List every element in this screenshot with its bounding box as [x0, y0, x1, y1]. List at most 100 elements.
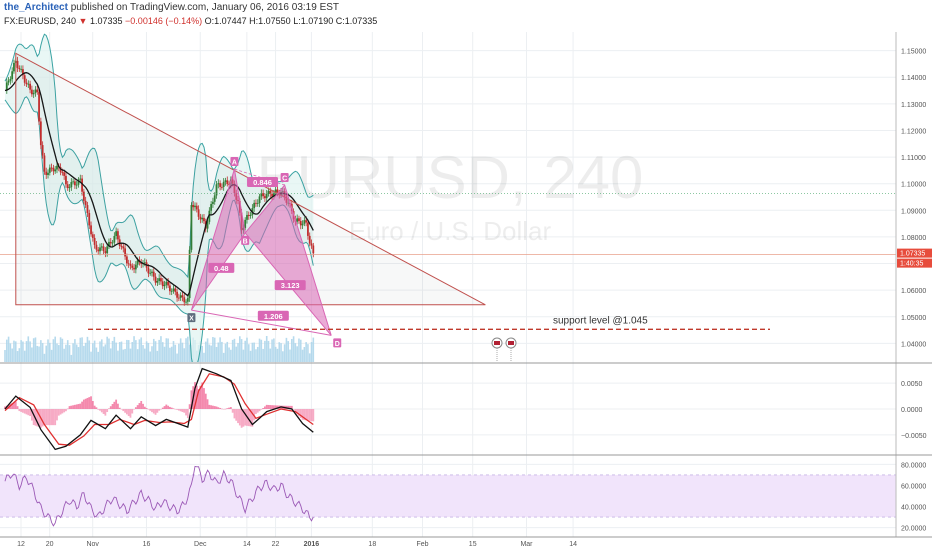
volume-bar	[212, 337, 214, 362]
volume-bar	[249, 350, 252, 362]
candle-body	[23, 75, 26, 83]
volume-bar	[262, 348, 264, 362]
volume-bar	[65, 344, 67, 362]
candle-body	[303, 220, 306, 224]
candle-body	[271, 193, 273, 197]
volume-bar	[95, 347, 98, 362]
macd-histogram-bar	[203, 388, 205, 409]
volume-bar	[117, 350, 119, 362]
candle-body	[95, 244, 98, 250]
volume-bar	[56, 343, 58, 362]
last-price: 1.07335	[89, 16, 123, 26]
volume-bar	[167, 338, 169, 362]
macd-histogram-bar	[255, 409, 257, 414]
candle-body	[299, 220, 302, 226]
macd-histogram-bar	[109, 406, 112, 409]
rsi-tick-label: 40.0000	[901, 505, 926, 512]
macd-histogram-bar	[212, 405, 214, 409]
candle-body	[260, 193, 263, 197]
time-tick-label: 16	[143, 541, 151, 548]
volume-bar	[5, 339, 8, 362]
volume-bar	[204, 341, 207, 362]
macd-histogram-bar	[48, 409, 51, 426]
volume-bar	[86, 336, 89, 362]
candle-body	[163, 284, 166, 287]
volume-bar	[292, 336, 295, 362]
candle-body	[93, 237, 96, 245]
volume-bar	[97, 351, 100, 362]
candle-body	[20, 69, 23, 70]
price-axis[interactable]: 1.040001.050001.060001.070001.080001.090…	[897, 49, 932, 533]
volume-bar	[176, 353, 178, 362]
candle-body	[9, 79, 12, 81]
pattern-point-box	[230, 157, 239, 167]
candle-body	[247, 214, 250, 216]
volume-bar	[230, 349, 232, 362]
candle-body	[63, 172, 66, 176]
macd-histogram-bar	[258, 409, 261, 412]
candle-body	[298, 218, 300, 221]
macd-histogram-bar	[163, 406, 166, 409]
macd-histogram-bar	[97, 409, 100, 410]
macd-histogram-bar	[194, 382, 196, 409]
volume-bar	[135, 340, 137, 362]
macd-histogram-bar	[188, 404, 191, 409]
author-link[interactable]: the_Architect	[4, 2, 68, 13]
candle-body	[61, 172, 64, 174]
event-flag-icon	[494, 341, 500, 345]
macd-histogram-bar	[93, 405, 96, 409]
macd-histogram-bar	[310, 409, 313, 422]
volume-bar	[312, 337, 315, 362]
time-tick-label: 14	[569, 541, 577, 548]
symbol-label[interactable]: FX:EURUSD, 240	[4, 16, 77, 26]
macd-histogram-bar	[220, 408, 223, 410]
rsi-pane	[0, 465, 896, 527]
candle-body	[308, 235, 311, 244]
macd-histogram-bar	[179, 409, 182, 412]
macd-histogram-bar	[65, 409, 67, 412]
macd-histogram-bar	[30, 409, 33, 421]
macd-histogram-bar	[174, 409, 177, 410]
volume-bar	[142, 345, 144, 362]
candle-body	[203, 217, 205, 222]
candle-body	[117, 231, 119, 240]
chart-header: the_Architect published on TradingView.c…	[0, 0, 932, 32]
price-tick-label: 1.14000	[901, 75, 926, 82]
macd-histogram-bar	[72, 405, 75, 409]
candle-body	[120, 246, 123, 247]
candle-body	[172, 288, 175, 291]
ohlc-values: O:1.07447 H:1.07550 L:1.07190 C:1.07335	[204, 16, 378, 26]
candle-body	[186, 298, 189, 302]
macd-histogram-bar	[61, 409, 64, 414]
candle-body	[27, 83, 30, 85]
macd-histogram-bar	[251, 409, 254, 427]
pattern-point-label: D	[335, 341, 340, 348]
candle-body	[149, 272, 152, 274]
candle-body	[41, 145, 44, 156]
candle-body	[70, 182, 73, 188]
volume-bar	[34, 337, 37, 362]
volume-bar	[99, 341, 101, 362]
volume-bar	[253, 342, 255, 362]
candle-body	[301, 223, 304, 226]
volume-bar	[54, 336, 56, 362]
macd-histogram-bar	[138, 403, 141, 409]
macd-histogram-bar	[117, 403, 119, 409]
candle-body	[59, 167, 62, 173]
volume-bar	[11, 348, 13, 362]
volume-bar	[75, 344, 78, 362]
volume-bar	[217, 342, 220, 362]
candle-body	[47, 172, 49, 175]
rsi-band	[0, 474, 896, 518]
price-tick-label: 1.10000	[901, 182, 926, 189]
candle-body	[174, 288, 177, 292]
candle-body	[246, 214, 248, 220]
watermark-name: Euro / U.S. Dollar	[349, 216, 552, 246]
volume-bar	[14, 341, 17, 362]
time-axis[interactable]: 12 20 Nov 16 Dec 14 22 2016 18 Feb 15 Mar 14	[17, 541, 577, 548]
volume-bar	[226, 341, 229, 362]
candle-body	[181, 295, 184, 298]
time-tick-label: 2016	[304, 541, 320, 548]
volume-bar	[113, 336, 116, 362]
candle-body	[84, 200, 87, 206]
